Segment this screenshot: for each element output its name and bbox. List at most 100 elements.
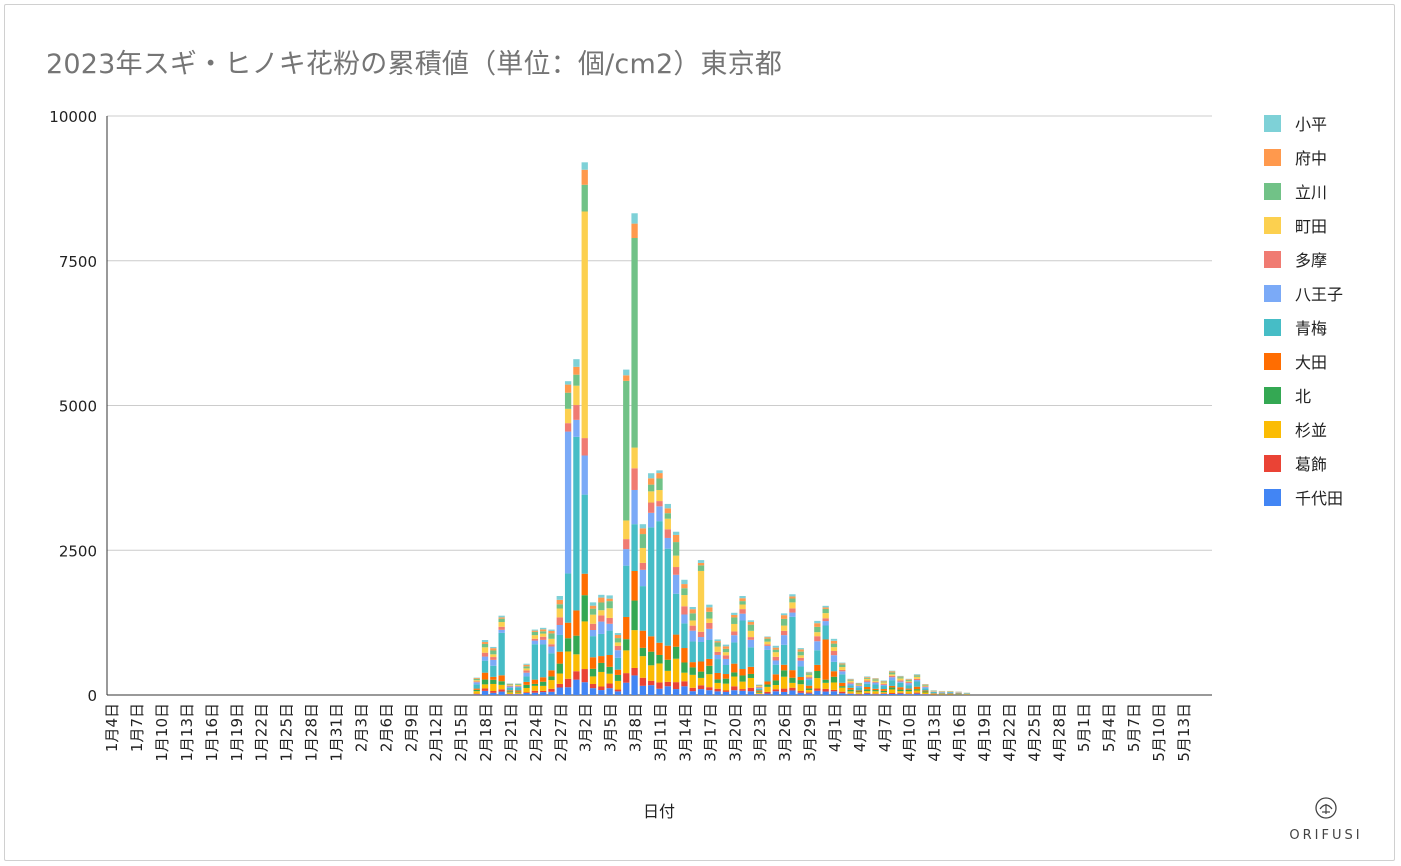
bar-segment [739,613,746,621]
bar-segment [631,667,638,676]
bar-segment [822,639,829,680]
bar-segment [905,685,912,689]
bar-segment [706,604,713,608]
bar-segment [598,656,605,663]
legend-label: 町田 [1295,217,1327,236]
x-tick-label: 2月21日 [502,703,520,762]
bar-segment [523,663,530,665]
bar-segment [714,642,721,647]
x-tick-label: 2月12日 [427,703,445,762]
legend-swatch [1264,353,1281,370]
bar-segment [872,680,879,682]
bar-segment [913,686,921,690]
bar-segment [706,674,713,688]
bar-segment [797,691,804,693]
bar-segment [864,689,871,692]
x-tick-label: 1月16日 [203,703,221,762]
bar-segment [581,184,588,212]
x-tick-label: 4月22日 [1000,703,1018,762]
bar-segment [589,688,597,695]
bar-segment [498,617,505,619]
bar-segment [714,641,721,643]
bar-segment [864,692,871,694]
bar-segment [888,675,896,678]
bar-segment [789,596,796,599]
legend-label: 大田 [1295,353,1327,372]
bar-segment [556,608,563,618]
bar-segment [656,688,663,695]
orifusi-logo: ORIFUSI [1286,796,1366,843]
bar-segment [606,598,613,602]
bar-segment [515,693,522,695]
bar-segment [847,693,854,694]
bar-segment [614,633,622,636]
bar-segment [847,691,854,694]
y-tick-label: 10000 [49,108,97,126]
bar-segment [847,689,854,692]
bar-segment [963,693,971,695]
x-tick-label: 2月15日 [452,703,470,762]
bar-segment [697,570,705,632]
bar-segment [722,674,730,679]
bar-segment [888,685,896,688]
x-tick-label: 3月17日 [701,703,719,762]
bar-segment [606,688,613,695]
bar-segment [564,651,572,679]
bar-segment [689,667,696,675]
bar-segment [548,691,555,695]
x-tick-label: 1月7日 [128,703,146,752]
bar-segment [814,678,821,689]
bar-segment [473,693,480,695]
bar-segment [589,614,597,624]
bar-segment [481,647,489,653]
bar-segment [573,374,580,386]
bar-segment [614,657,622,670]
bar-segment [747,647,755,667]
legend-swatch [1264,489,1281,506]
bar-segment [756,694,763,695]
x-tick-label: 1月28日 [303,703,321,762]
bar-segment [639,656,647,678]
bar-segment [523,692,530,693]
bar-segment [938,694,946,695]
x-tick-label: 4月28日 [1050,703,1068,762]
bar-segment [481,672,489,680]
bar-segment [672,682,680,690]
bar-segment [822,621,829,626]
bar-segment [922,686,929,688]
bar-segment [506,685,514,686]
bar-segment [606,666,613,674]
bar-segment [805,671,813,673]
bar-segment [830,655,838,662]
bar-segment [531,635,539,639]
bar-segment [880,692,887,694]
bar-segment [481,640,489,643]
x-tick-label: 4月10日 [901,703,919,762]
bar-segment [888,670,896,672]
bar-segment [581,162,588,170]
bar-segment [473,681,480,683]
bar-segment [830,651,838,656]
bar-segment [689,691,696,695]
bar-segment [897,681,904,683]
bar-segment [864,681,871,684]
bar-segment [888,680,896,686]
bar-segment [714,646,721,652]
bar-segment [706,639,713,659]
bar-segment [847,680,854,682]
x-tick-label: 5月7日 [1125,703,1143,752]
bar-segment [656,663,663,683]
bar-segment [731,663,738,673]
bar-segment [523,668,530,671]
x-tick-label: 3月2日 [577,703,595,752]
bar-segment [498,675,505,682]
bar-segment [772,647,779,650]
bar-segment [531,685,539,691]
bar-segment [780,625,788,631]
bar-segment [714,639,721,642]
bar-segment [490,683,497,692]
bar-segment [814,623,821,627]
bar-segment [772,664,779,675]
x-tick-label: 2月27日 [552,703,570,762]
bar-segment [506,692,514,694]
